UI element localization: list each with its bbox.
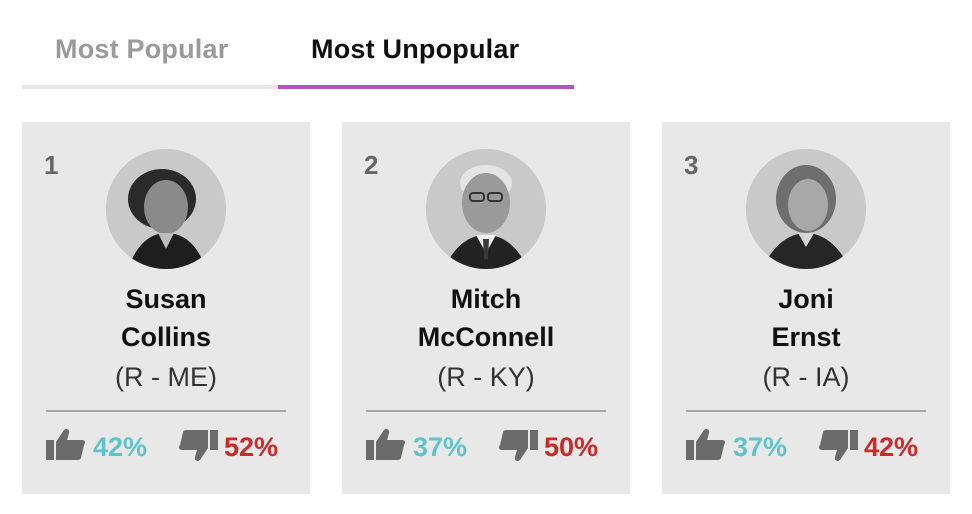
thumbs-down-icon [818, 428, 858, 467]
tab-underline-inactive [22, 85, 278, 89]
tab-most-unpopular[interactable]: Most Unpopular [311, 34, 520, 64]
senator-card[interactable]: 1 Susan Collins (R - ME) 42% [22, 122, 310, 494]
divider [366, 410, 606, 412]
rank-number: 2 [364, 150, 379, 180]
tab-most-popular[interactable]: Most Popular [55, 34, 229, 64]
senator-first-name: Susan [125, 284, 207, 314]
thumbs-up-icon [46, 428, 86, 467]
thumbs-up-icon [366, 428, 406, 467]
rank-number: 3 [684, 150, 699, 180]
senator-last-name: Collins [120, 322, 211, 352]
senator-card[interactable]: 2 Mitch McConnell (R - KY) 37% [342, 122, 630, 494]
rank-number: 1 [44, 150, 59, 180]
avatar [106, 149, 226, 269]
avatar [746, 149, 866, 269]
avatar [426, 149, 546, 269]
senator-party-state: (R - IA) [762, 362, 850, 392]
approve-percent: 42% [93, 432, 148, 462]
disapprove-percent: 42% [864, 432, 919, 462]
ranking-tabs: Most Popular Most Unpopular [22, 0, 574, 90]
senator-first-name: Joni [778, 284, 834, 314]
senator-first-name: Mitch [450, 284, 522, 314]
thumbs-down-icon [498, 428, 538, 467]
disapprove-percent: 50% [544, 432, 599, 462]
approve-percent: 37% [733, 432, 788, 462]
thumbs-down-icon [178, 428, 218, 467]
senator-party-state: (R - ME) [115, 362, 217, 392]
approve-percent: 37% [413, 432, 468, 462]
senator-last-name: McConnell [417, 322, 555, 352]
disapprove-percent: 52% [224, 432, 279, 462]
tab-underline-active [278, 85, 574, 89]
divider [686, 410, 926, 412]
thumbs-up-icon [686, 428, 726, 467]
senator-party-state: (R - KY) [437, 362, 535, 392]
senator-card[interactable]: 3 Joni Ernst (R - IA) 37% [662, 122, 950, 494]
senator-last-name: Ernst [771, 322, 841, 352]
divider [46, 410, 286, 412]
